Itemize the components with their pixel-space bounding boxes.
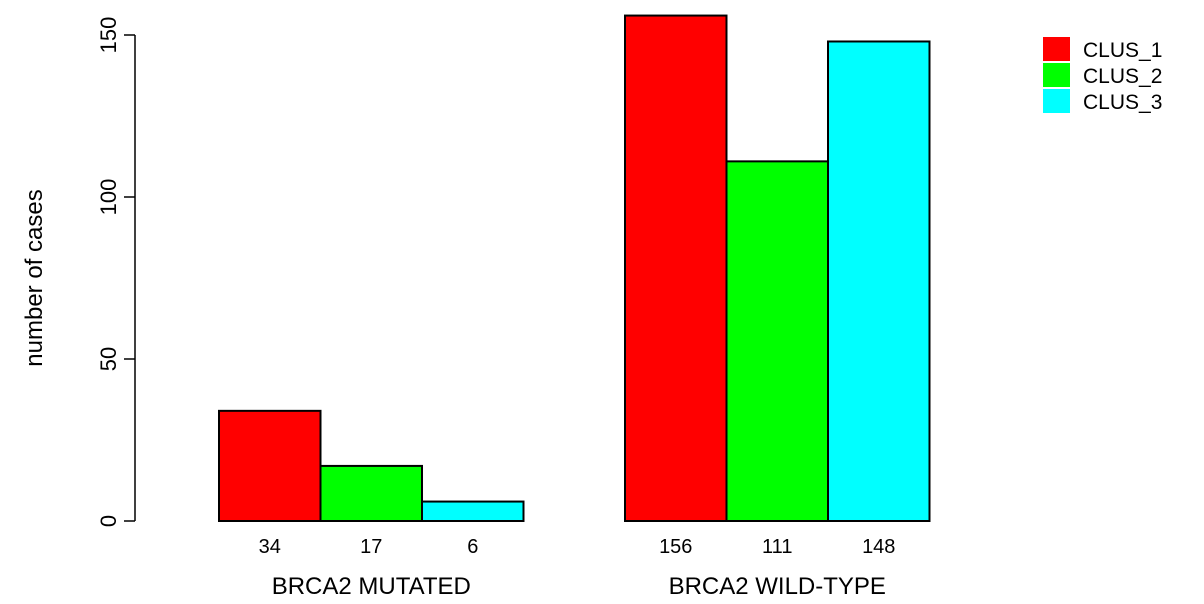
y-tick-label: 150 xyxy=(96,17,121,54)
legend-swatch-clus-2 xyxy=(1043,63,1070,87)
bar-value-label: 17 xyxy=(360,536,382,558)
y-axis-title: number of cases xyxy=(21,189,48,366)
group-label: BRCA2 MUTATED xyxy=(272,573,471,600)
y-tick-label: 0 xyxy=(96,515,121,527)
legend-swatch-clus-1 xyxy=(1043,37,1070,61)
legend-swatch-clus-3 xyxy=(1043,89,1070,113)
bars xyxy=(218,14,931,523)
bar-clus-2-group-1 xyxy=(319,464,423,523)
bar-value-label: 34 xyxy=(259,536,281,558)
bar-clus-3-group-1 xyxy=(421,500,525,522)
bar-value-label: 111 xyxy=(762,536,792,558)
y-axis-ticks: 0 50 100 150 xyxy=(96,17,135,527)
bar-value-label: 148 xyxy=(862,536,895,558)
group-label: BRCA2 WILD-TYPE xyxy=(669,573,886,600)
bar-clus-3-group-2 xyxy=(827,40,931,522)
legend-label: CLUS_1 xyxy=(1083,39,1162,62)
bar-value-labels: 34 17 6 156 111 148 xyxy=(259,536,896,558)
bar-value-label: 6 xyxy=(467,536,478,558)
bar-clus-1-group-1 xyxy=(218,409,322,522)
group-labels: BRCA2 MUTATED BRCA2 WILD-TYPE xyxy=(272,573,886,600)
legend-label: CLUS_2 xyxy=(1083,65,1162,88)
bar-clus-2-group-2 xyxy=(725,160,829,523)
bar-clus-1-group-2 xyxy=(624,14,728,523)
legend-label: CLUS_3 xyxy=(1083,91,1162,114)
y-tick-label: 100 xyxy=(96,179,121,216)
y-tick-label: 50 xyxy=(96,347,121,371)
legend: CLUS_1 CLUS_2 CLUS_3 xyxy=(1043,37,1162,114)
bar-value-label: 156 xyxy=(659,536,692,558)
